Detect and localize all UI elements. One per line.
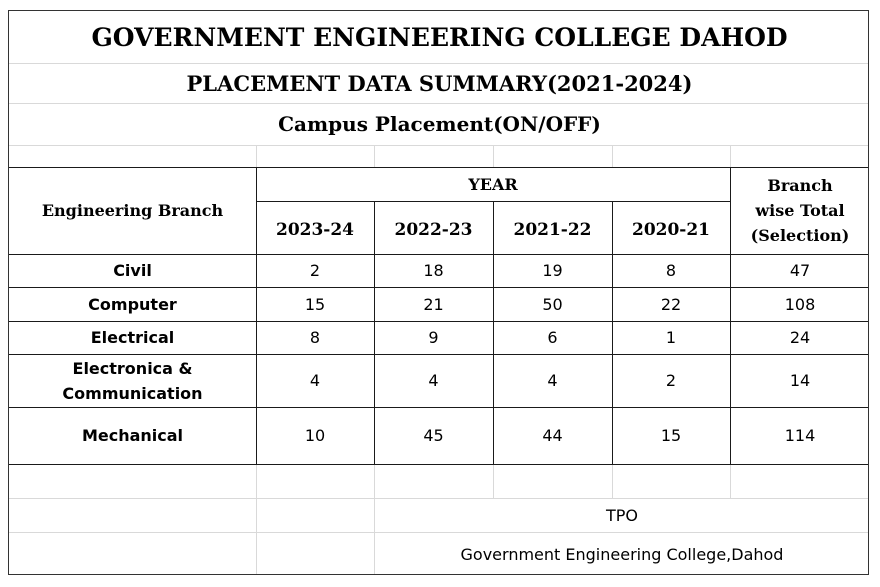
table-cell: 19	[542, 261, 563, 280]
grid-line	[374, 464, 375, 574]
table-rule	[9, 287, 868, 288]
table-rule	[9, 407, 868, 408]
table-cell: 44	[542, 426, 563, 445]
table-cell: 18	[423, 261, 444, 280]
year-header-2020-21: 2020-21	[631, 219, 711, 240]
table-cell: 2	[309, 261, 321, 280]
table-rule	[9, 321, 868, 322]
table-cell: 15	[660, 426, 682, 445]
table-rule	[374, 201, 375, 464]
branch-name: Electrical	[90, 328, 175, 347]
grid-line	[374, 145, 375, 167]
footer-role: TPO	[605, 505, 638, 525]
grid-line	[9, 103, 868, 104]
grid-line	[612, 145, 613, 167]
table-rule	[9, 167, 868, 168]
campus-title: Campus Placement(ON/OFF)	[278, 112, 601, 136]
grid-line	[9, 145, 868, 146]
row-total: 47	[789, 261, 811, 280]
table-cell: 45	[423, 426, 444, 445]
year-header-2022-23: 2022-23	[394, 219, 473, 240]
total-header-line: wise Total	[755, 201, 845, 220]
table-rule	[9, 354, 868, 355]
grid-line	[9, 532, 868, 533]
year-column-header: YEAR	[468, 174, 518, 194]
table-cell: 10	[304, 426, 326, 445]
table-cell: 22	[660, 294, 682, 314]
branch-name: Electronica & Communication	[9, 354, 256, 407]
total-header-line: Branch	[767, 176, 833, 195]
table-rule	[493, 201, 494, 464]
row-total: 108	[784, 294, 816, 314]
grid-line	[493, 145, 494, 167]
grid-line	[612, 464, 613, 498]
branch-column-header: Engineering Branch	[41, 201, 224, 220]
table-rule	[256, 167, 257, 464]
grid-line	[730, 145, 731, 167]
table-cell: 8	[665, 261, 677, 280]
branch-name: Civil	[113, 261, 152, 280]
grid-line	[493, 464, 494, 498]
document-frame: GOVERNMENT ENGINEERING COLLEGE DAHOD PLA…	[8, 10, 869, 575]
table-cell: 9	[428, 328, 439, 347]
summary-title: PLACEMENT DATA SUMMARY(2021-2024)	[186, 70, 693, 96]
grid-line	[9, 63, 868, 64]
branch-name-line: Electronica &	[72, 358, 193, 378]
table-cell: 50	[542, 294, 563, 314]
table-rule	[9, 464, 868, 465]
table-cell: 21	[423, 294, 444, 314]
table-cell: 4	[428, 371, 439, 390]
row-total: 24	[789, 328, 811, 347]
year-header-2021-22: 2021-22	[513, 219, 592, 240]
grid-line	[730, 464, 731, 498]
total-column-header: Branch wise Total (Selection)	[730, 167, 868, 254]
branch-name: Computer	[88, 294, 177, 314]
row-total: 14	[789, 371, 811, 390]
table-cell: 6	[547, 328, 558, 347]
footer-institution: Government Engineering College,Dahod	[460, 544, 784, 564]
grid-line	[9, 498, 868, 499]
table-rule	[730, 167, 731, 464]
college-title: GOVERNMENT ENGINEERING COLLEGE DAHOD	[91, 22, 788, 52]
table-cell: 1	[665, 328, 677, 347]
grid-line	[256, 145, 257, 167]
year-header-2023-24: 2023-24	[275, 219, 355, 240]
branch-name: Mechanical	[81, 426, 184, 445]
branch-name-line: Communication	[62, 383, 203, 403]
grid-line	[256, 464, 257, 574]
table-rule	[9, 254, 868, 255]
table-cell: 4	[547, 371, 558, 390]
table-cell: 4	[309, 371, 321, 390]
table-cell: 2	[665, 371, 677, 390]
table-cell: 15	[304, 294, 326, 314]
total-header-line: (Selection)	[750, 226, 850, 245]
table-rule	[612, 201, 613, 464]
row-total: 114	[784, 426, 816, 445]
table-cell: 8	[309, 328, 321, 347]
